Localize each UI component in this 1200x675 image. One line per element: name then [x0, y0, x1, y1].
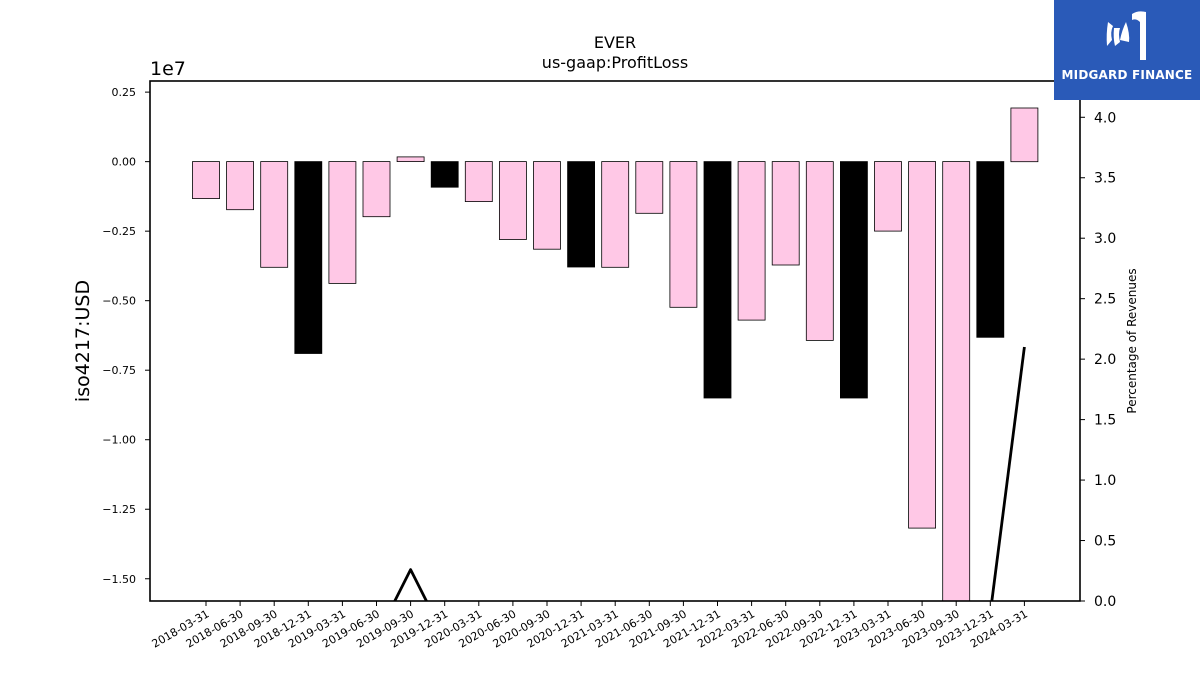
midgard-logo-icon [1106, 11, 1146, 61]
y-tick-label: 0.25 [112, 86, 137, 99]
bar-2021-09-30 [669, 161, 698, 308]
chart-title: EVER [594, 33, 636, 52]
bar-2022-09-30 [805, 161, 834, 341]
bar-2018-09-30 [260, 161, 289, 268]
y2-tick-label: 0.0 [1094, 594, 1116, 610]
y-tick-label: −0.25 [102, 225, 136, 238]
y-axis-label: iso4217:USD [72, 280, 94, 402]
bar-2022-12-31 [840, 161, 868, 399]
bars-group [192, 107, 1039, 602]
bar-2019-09-30 [396, 156, 425, 162]
y2-tick-label: 3.5 [1094, 171, 1116, 187]
bar-2022-06-30 [771, 161, 800, 266]
bar-2020-12-31 [567, 161, 595, 268]
bar-2018-06-30 [226, 161, 255, 211]
y-tick-label: −1.25 [102, 503, 136, 516]
y2-axis-ticks: 0.0 0.5 1.0 1.5 2.0 2.5 3.0 3.5 4.0 [1080, 110, 1116, 610]
bar-2019-06-30 [362, 161, 391, 218]
bar-2023-09-30 [942, 161, 971, 602]
y-axis-ticks: 0.25 0.00 −0.25 −0.50 −0.75 −1.00 −1.25 −1.50 [102, 86, 150, 586]
bar-2021-03-31 [601, 161, 630, 268]
y-tick-label: −1.50 [102, 573, 136, 586]
plot-frame [149, 80, 1081, 602]
bar-2021-12-31 [703, 161, 732, 399]
bar-2018-03-31 [192, 161, 220, 200]
y2-tick-label: 2.0 [1094, 352, 1116, 368]
percentage-line-group [393, 346, 1026, 601]
y2-tick-label: 1.5 [1094, 413, 1116, 429]
brand-logo-text: MIDGARD FINANCE [1061, 68, 1193, 82]
y-offset-label: 1e7 [150, 58, 186, 80]
percentage-line [393, 568, 428, 601]
bar-2024-03-31 [1010, 107, 1039, 163]
y-tick-label: −1.00 [102, 434, 136, 447]
bar-2023-06-30 [908, 161, 936, 529]
bar-2020-06-30 [498, 161, 527, 240]
bar-2019-03-31 [328, 161, 357, 284]
chart-subtitle: us-gaap:ProfitLoss [542, 53, 688, 72]
y2-tick-label: 0.5 [1094, 534, 1116, 550]
x-axis-ticks: 2018-03-312018-06-302018-09-302018-12-31… [150, 601, 1030, 651]
y2-tick-label: 2.5 [1094, 292, 1116, 308]
brand-logo: MIDGARD FINANCE [1054, 0, 1200, 100]
y-tick-label: −0.50 [102, 295, 136, 308]
y-tick-label: −0.75 [102, 364, 136, 377]
bar-2022-03-31 [737, 161, 766, 321]
bar-2023-03-31 [874, 161, 902, 232]
bar-2023-12-31 [976, 161, 1005, 338]
y2-tick-label: 4.0 [1094, 110, 1116, 126]
bar-2020-03-31 [464, 161, 493, 203]
y2-tick-label: 3.0 [1094, 231, 1116, 247]
y-tick-label: 0.00 [112, 156, 137, 169]
bar-2020-09-30 [533, 161, 561, 250]
bar-2019-12-31 [430, 161, 459, 188]
y2-tick-label: 1.0 [1094, 473, 1116, 489]
percentage-line [990, 346, 1026, 601]
bar-2021-06-30 [635, 161, 664, 214]
bar-2018-12-31 [294, 161, 323, 354]
y2-axis-label: Percentage of Revenues [1125, 268, 1139, 413]
